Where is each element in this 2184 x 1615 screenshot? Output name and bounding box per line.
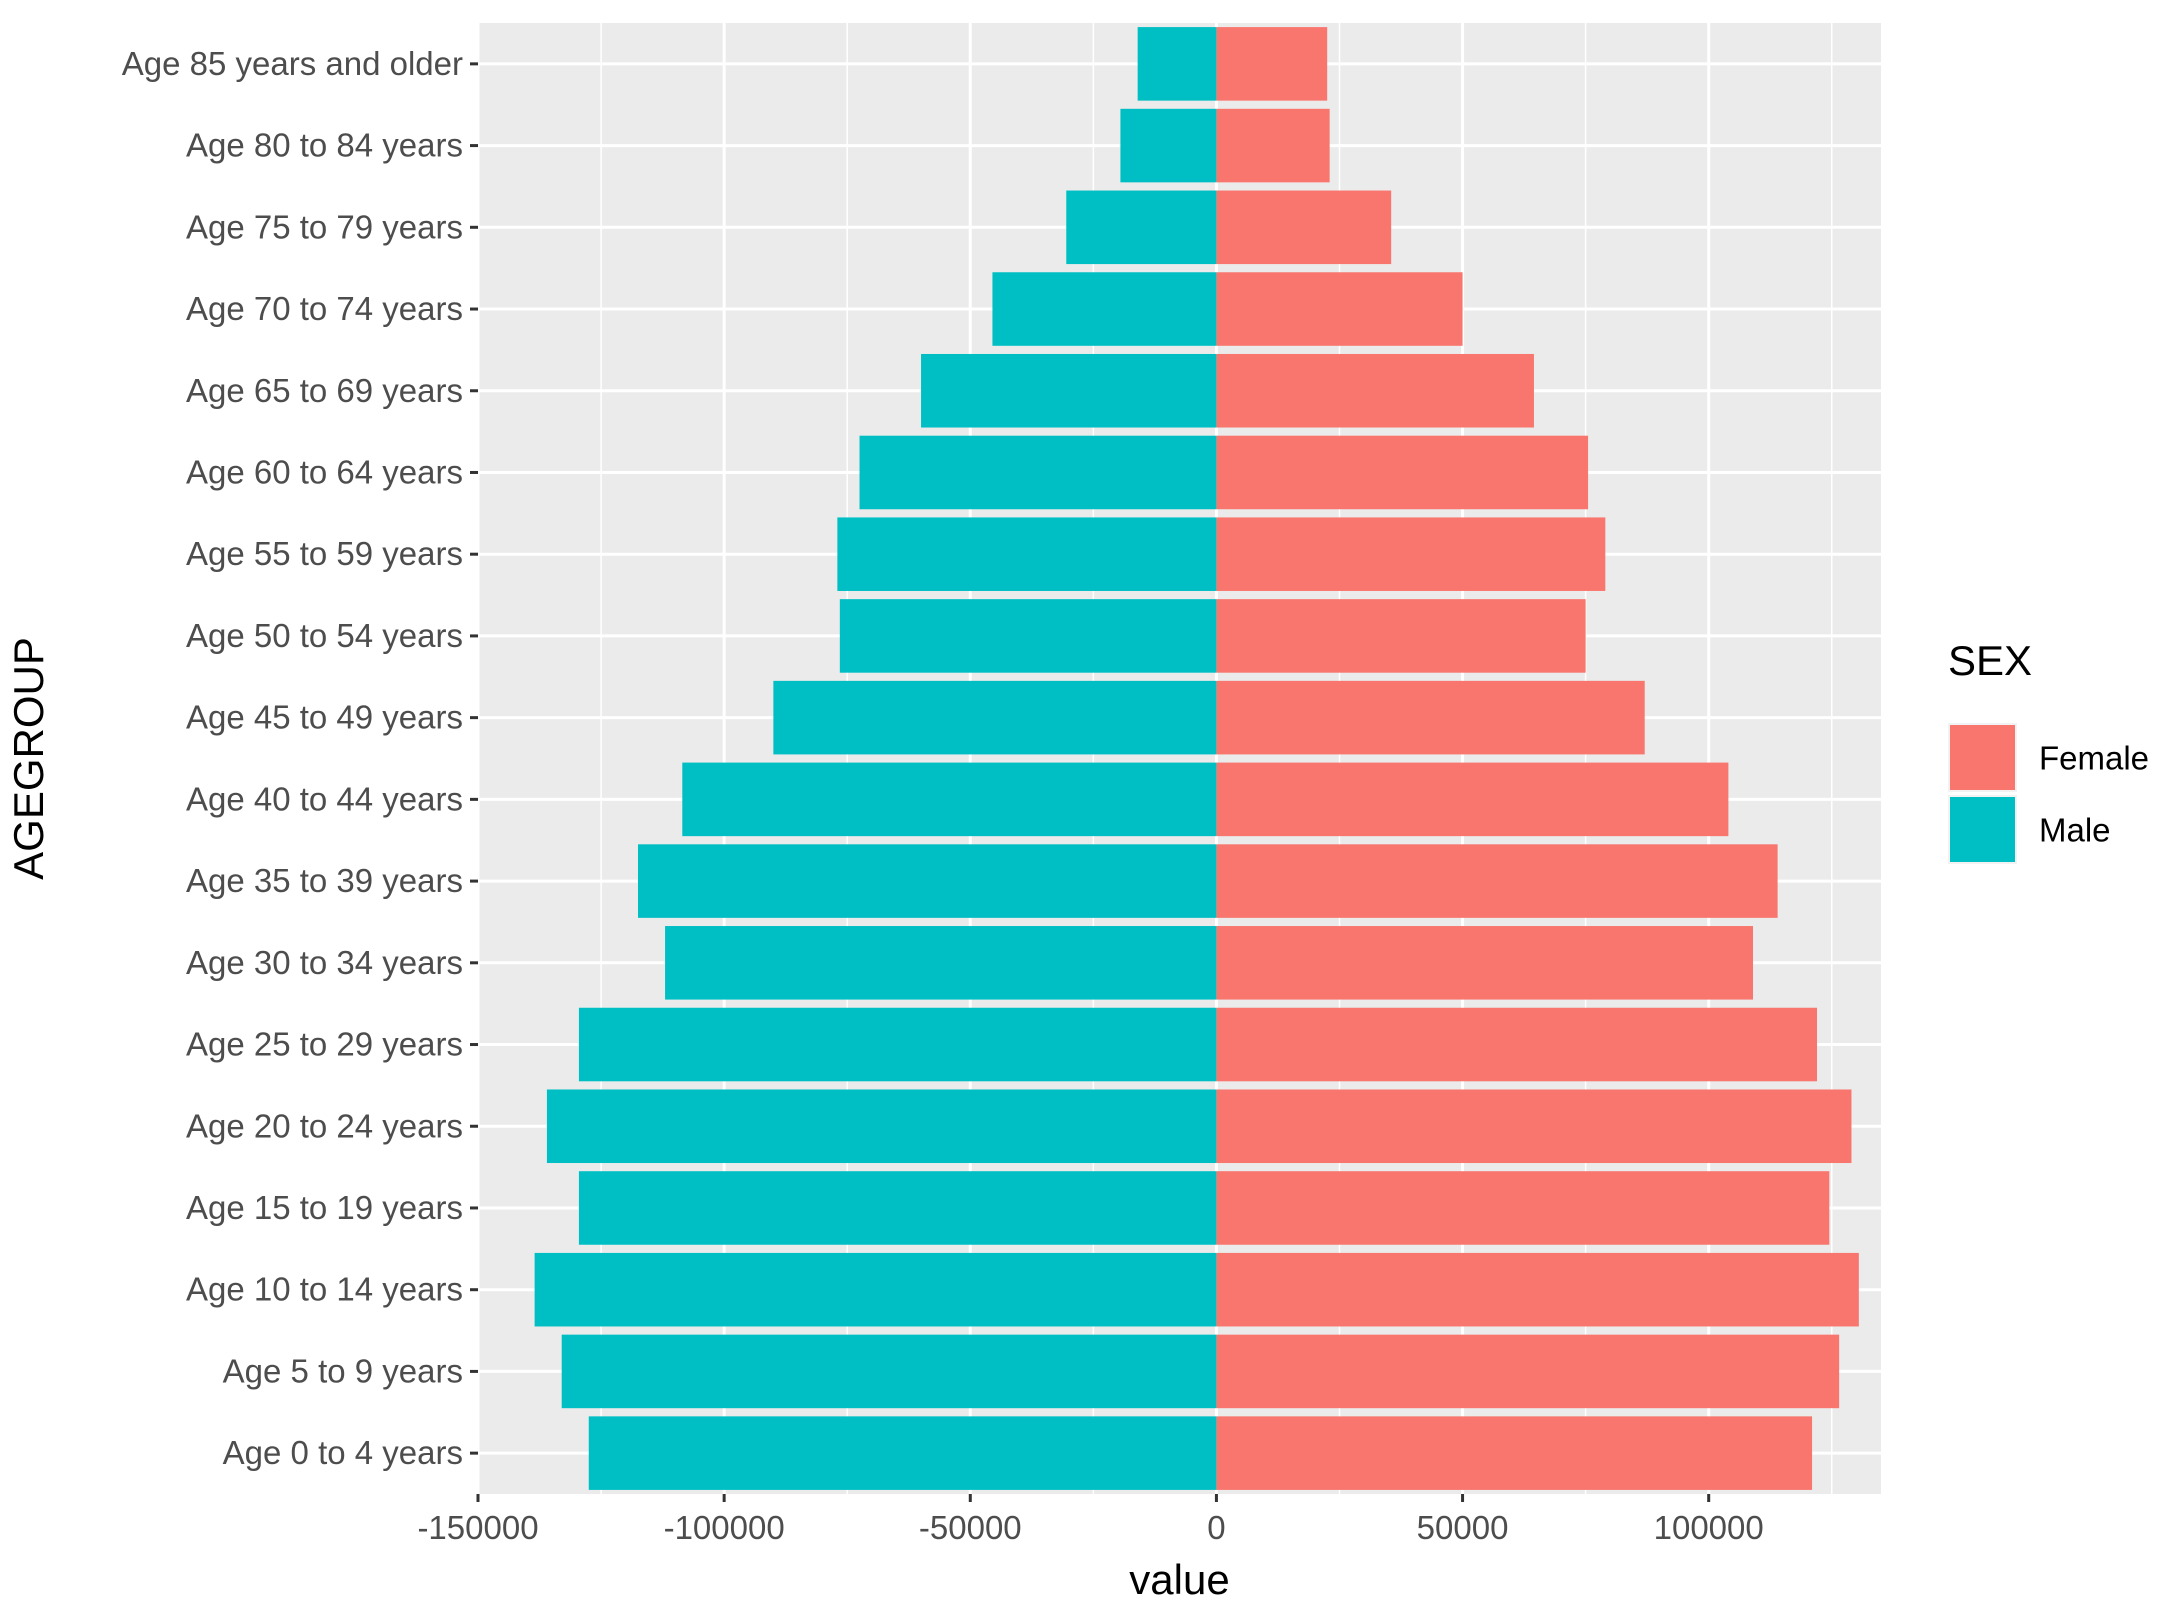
- bar-male: [1066, 190, 1217, 265]
- bar-male: [637, 844, 1217, 918]
- x-tick-label: 0: [1207, 1509, 1225, 1546]
- y-tick-label: Age 5 to 9 years: [223, 1352, 463, 1389]
- y-tick-label: Age 85 years and older: [122, 45, 463, 82]
- y-tick-label: Age 20 to 24 years: [186, 1107, 463, 1144]
- bar-female: [1216, 108, 1330, 183]
- y-tick-label: Age 80 to 84 years: [186, 127, 463, 164]
- y-tick-label: Age 50 to 54 years: [186, 617, 463, 654]
- legend-label-female: Female: [2039, 740, 2149, 777]
- y-tick-label: Age 45 to 49 years: [186, 699, 463, 736]
- y-tick-label: Age 30 to 34 years: [186, 944, 463, 981]
- x-tick-label: -50000: [919, 1509, 1022, 1546]
- bar-female: [1216, 1089, 1852, 1164]
- bar-male: [1137, 27, 1217, 101]
- bar-female: [1216, 190, 1392, 265]
- legend-label-male: Male: [2039, 812, 2111, 849]
- bar-male: [859, 435, 1217, 510]
- bar-male: [546, 1089, 1217, 1164]
- bar-female: [1216, 353, 1534, 428]
- y-tick-label: Age 65 to 69 years: [186, 372, 463, 409]
- bar-male: [921, 353, 1217, 428]
- legend-title: SEX: [1948, 637, 2032, 684]
- y-tick-label: Age 40 to 44 years: [186, 780, 463, 817]
- x-tick-label: 50000: [1417, 1509, 1509, 1546]
- y-tick-label: Age 35 to 39 years: [186, 862, 463, 899]
- bar-female: [1216, 272, 1463, 346]
- bar-male: [682, 762, 1217, 837]
- legend-key-female: [1950, 725, 2015, 790]
- x-axis-title: value: [1129, 1556, 1229, 1603]
- bar-male: [561, 1334, 1217, 1409]
- bar-female: [1216, 517, 1606, 591]
- y-tick-label: Age 15 to 19 years: [186, 1189, 463, 1226]
- bar-male: [992, 272, 1217, 346]
- bar-female: [1216, 1171, 1830, 1245]
- y-tick-label: Age 0 to 4 years: [223, 1434, 463, 1471]
- x-tick-label: -150000: [417, 1509, 538, 1546]
- y-tick-label: Age 10 to 14 years: [186, 1271, 463, 1308]
- bar-female: [1216, 926, 1754, 1000]
- bar-male: [578, 1007, 1217, 1082]
- bar-male: [588, 1416, 1217, 1490]
- y-tick-label: Age 55 to 59 years: [186, 535, 463, 572]
- x-tick-label: 100000: [1654, 1509, 1764, 1546]
- bar-female: [1216, 1334, 1840, 1409]
- x-tick-label: -100000: [664, 1509, 785, 1546]
- y-tick-label: Age 60 to 64 years: [186, 453, 463, 490]
- y-tick-label: Age 75 to 79 years: [186, 208, 463, 245]
- plot-panel: [478, 23, 1881, 1494]
- bar-female: [1216, 844, 1778, 918]
- bar-female: [1216, 599, 1586, 673]
- minor-gridlines: [600, 23, 1833, 1494]
- bar-male: [773, 680, 1217, 755]
- y-tick-label: Age 70 to 74 years: [186, 290, 463, 327]
- bar-female: [1216, 680, 1645, 755]
- y-tick-label: Age 25 to 29 years: [186, 1026, 463, 1063]
- bar-female: [1216, 1416, 1813, 1490]
- bar-female: [1216, 1252, 1859, 1327]
- x-axis: -150000 -100000 -50000 0 50000 100000: [417, 1494, 1764, 1546]
- legend-key-male: [1950, 797, 2015, 862]
- bar-female: [1216, 762, 1729, 837]
- bar-male: [839, 599, 1217, 673]
- bar-male: [1120, 108, 1217, 183]
- y-axis: Age 85 years and older Age 80 to 84 years…: [122, 45, 478, 1471]
- bar-male: [837, 517, 1217, 591]
- bars: [534, 27, 1859, 1490]
- y-axis-title: AGEGROUP: [5, 637, 52, 880]
- bar-male: [665, 926, 1217, 1000]
- bar-female: [1216, 27, 1328, 101]
- legend: SEX Female Male: [1948, 637, 2149, 864]
- bar-female: [1216, 435, 1589, 510]
- bar-male: [534, 1252, 1217, 1327]
- bar-female: [1216, 1007, 1818, 1082]
- bar-male: [578, 1171, 1217, 1245]
